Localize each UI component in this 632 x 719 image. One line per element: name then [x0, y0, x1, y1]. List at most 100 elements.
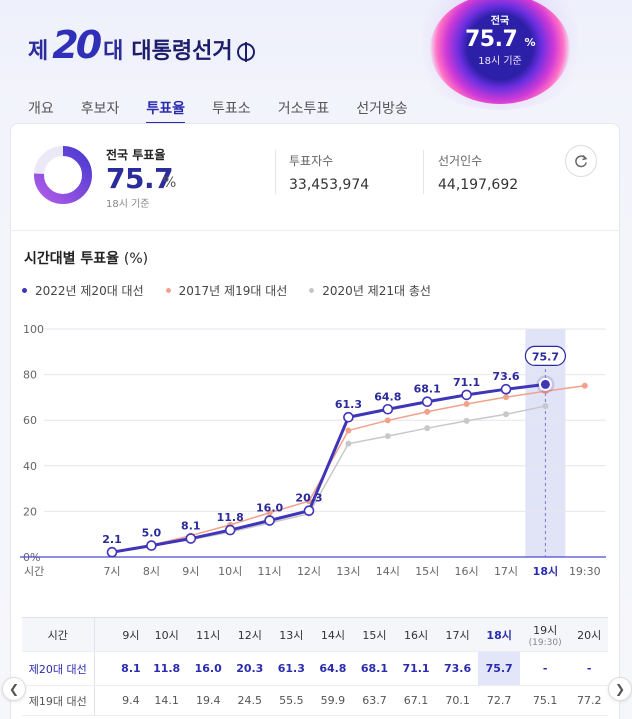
legend-label: 2020년 제21대 총선: [322, 284, 431, 298]
legend-label: 2017년 제19대 대선: [178, 284, 288, 298]
series-line-2: [111, 405, 546, 553]
tab-election-broadcast[interactable]: 선거방송: [356, 101, 408, 117]
column-label: 9시: [122, 628, 140, 642]
column-label: 20시: [577, 628, 602, 642]
table-cell: 61.3: [270, 651, 313, 686]
table-cell: 70.1: [436, 685, 479, 716]
table-row: 제19대 대선 9.4 14.1 19.4 24.5 55.5 59.9 63.7 67.1 7…: [22, 685, 608, 716]
scroll-left-button[interactable]: ❮: [2, 677, 26, 701]
column-label: 12시: [237, 628, 262, 642]
data-point: [185, 533, 197, 544]
table-cell: -: [519, 651, 571, 686]
logo-number: 20: [52, 23, 102, 67]
x-tick-label: 11시: [258, 565, 282, 578]
x-tick-label: 17시: [494, 565, 518, 578]
summary-note: 18시 기준: [106, 199, 150, 210]
tab-polling-stations[interactable]: 투표소: [212, 101, 251, 117]
table-spacer: [94, 651, 116, 686]
highlight-point: [538, 377, 552, 391]
section-divider: [10, 230, 620, 231]
tab-overview[interactable]: 개요: [28, 101, 54, 117]
data-point: [463, 401, 470, 408]
chevron-right-icon: ❯: [614, 682, 626, 696]
data-point: [106, 546, 118, 558]
data-point: [503, 411, 509, 418]
table-column-header: 16시: [395, 617, 437, 652]
table-cell: 73.6: [436, 651, 479, 686]
y-tick-label: 100: [23, 323, 44, 336]
x-tick-label: 10시: [218, 565, 242, 578]
table-cell: 59.9: [312, 685, 354, 716]
summary-divider: [423, 150, 424, 194]
column-label: 15시: [362, 628, 387, 642]
tab-turnout[interactable]: 투표율: [146, 98, 186, 125]
data-point: [500, 383, 512, 395]
election-logo[interactable]: 제 20 대 대통령선거: [28, 25, 255, 65]
logo-prefix: 제: [28, 39, 49, 64]
legend-dot: [309, 288, 315, 293]
x-axis-label: 시간: [24, 565, 44, 578]
table-cell: 67.1: [395, 685, 437, 716]
table-column-header: 9시: [116, 617, 146, 652]
refresh-icon: [575, 154, 588, 168]
table-row-label: 제19대 대선: [22, 685, 95, 716]
column-label: 19시: [533, 623, 558, 637]
chart-title-text: 시간대별 투표율: [24, 251, 120, 267]
logo-suffix: 대: [103, 39, 124, 64]
x-tick-label: 16시: [455, 565, 479, 578]
table-cell: 19.4: [187, 685, 229, 716]
turnout-table: 시간 9시 10시 11시 12시 13시 14시 15시 16시 17시 18시 19시 (19:3…: [22, 617, 608, 716]
table-cell: 16.0: [187, 651, 229, 686]
data-label: 5.0: [142, 527, 162, 540]
header: 전국 75.7 % 18시 기준 제 20 대 대통령선거 개요 후보자 투표율…: [0, 0, 632, 125]
x-tick-label: 12시: [297, 565, 321, 578]
data-point: [463, 417, 470, 424]
table-column-header: 10시: [145, 617, 188, 652]
table-cell: 24.5: [228, 685, 271, 716]
data-point: [306, 498, 312, 505]
logo-name: 대통령선거: [131, 39, 233, 64]
refresh-button[interactable]: [565, 145, 597, 177]
table-row: 제20대 대선 8.1 11.8 16.0 20.3 61.3 64.8 68.1 71.1 7…: [22, 651, 608, 686]
turnout-badge-text: 전국 75.7 % 18시 기준: [430, 12, 570, 67]
badge-value-number: 75.7: [465, 27, 518, 52]
x-tick-label: 15시: [415, 565, 439, 578]
table-column-header: 11시: [187, 617, 229, 652]
series-line-0: [111, 382, 546, 554]
table-column-header: 20시: [570, 617, 608, 652]
badge-value: 75.7 %: [430, 27, 570, 52]
badge-note: 18시 기준: [478, 56, 522, 67]
x-tick-label: 7시: [103, 565, 120, 578]
data-point: [542, 403, 549, 410]
tab-absentee-voting[interactable]: 거소투표: [277, 101, 330, 117]
table-column-header: 12시: [228, 617, 271, 652]
legend-dot: [22, 288, 27, 293]
x-tick-label: 14시: [376, 565, 400, 578]
scroll-right-button[interactable]: ❯: [608, 677, 632, 701]
data-point: [581, 382, 588, 389]
table-spacer: [94, 685, 116, 716]
data-label: 61.3: [335, 398, 362, 411]
table-cell: 8.1: [116, 651, 146, 686]
data-point: [146, 540, 157, 551]
tab-candidates[interactable]: 후보자: [80, 101, 120, 117]
table-header-label: 시간: [22, 617, 95, 652]
badge-label: 전국: [490, 16, 510, 27]
y-tick-label: 20: [23, 505, 37, 518]
data-label: 11.8: [217, 511, 244, 524]
data-point: [266, 509, 273, 516]
data-point: [384, 433, 391, 440]
highlight-bubble: [524, 345, 567, 367]
x-tick-label: 13시: [336, 565, 360, 578]
column-label: 10시: [154, 628, 179, 642]
table-column-header: 19시 (19:30): [519, 617, 571, 652]
legend-dot: [165, 288, 171, 293]
data-label: 68.1: [414, 383, 441, 396]
table-cell: 72.7: [478, 685, 520, 716]
table-column-header: 15시: [353, 617, 396, 652]
table-cell: -: [570, 651, 608, 686]
data-point: [424, 425, 431, 432]
summary-value: 75.7: [106, 162, 174, 195]
table-column-header: 14시: [312, 617, 354, 652]
